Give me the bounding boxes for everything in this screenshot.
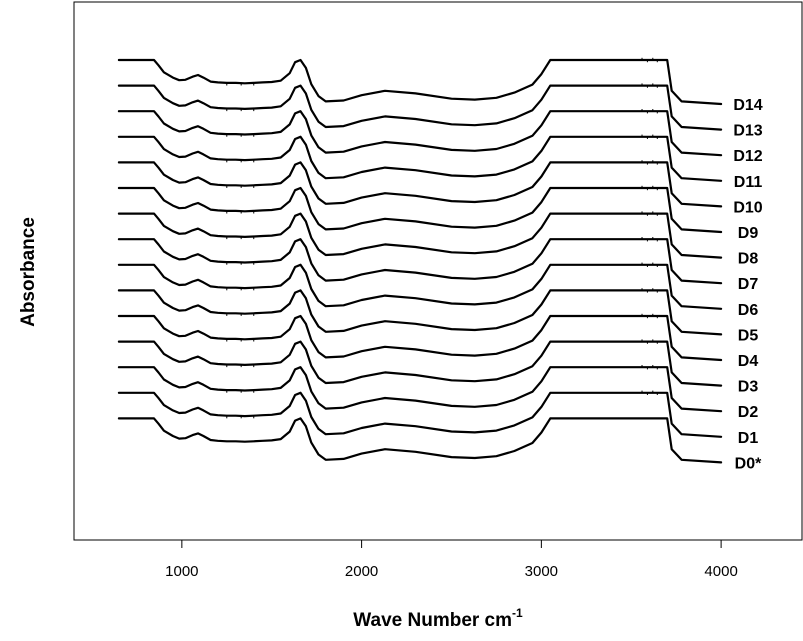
spectrum-line-d10 (117, 161, 723, 208)
spectrum-line-d3 (117, 340, 723, 387)
x-tick-label: 2000 (345, 563, 378, 580)
spectrum-line-d12 (117, 110, 723, 157)
spectrum-line-d1 (117, 391, 723, 438)
spectrum-line-d2 (117, 366, 723, 413)
x-axis-title-superscript: -1 (512, 606, 523, 620)
spectrum-line-d13 (117, 84, 723, 131)
series-label: D12 (733, 148, 762, 165)
spectrum-line-d5 (117, 289, 723, 336)
y-axis-title: Absorbance (18, 217, 39, 327)
series-labels: D14 D13 D12 D11 D10 D9 D8 D7 D6 D5 D4 D3 D2 D1 D0* (733, 97, 762, 472)
spectra-traces (117, 57, 723, 464)
series-label: D6 (738, 302, 759, 319)
spectrum-line-d11 (117, 135, 723, 182)
spectrum-line-d0-star (117, 417, 723, 464)
series-label: D9 (738, 225, 759, 242)
x-axis-title-text: Wave Number cm (353, 610, 512, 631)
series-label: D8 (738, 251, 759, 268)
series-label: D1 (738, 430, 759, 447)
spectrum-line-d6 (117, 263, 723, 310)
spectrum-line-d9 (117, 186, 723, 234)
series-label: D3 (738, 379, 759, 396)
x-tick-label: 1000 (165, 563, 198, 580)
x-axis-title: Wave Number cm-1 (353, 606, 523, 631)
spectrum-line-d14 (117, 58, 723, 106)
series-label: D13 (733, 123, 762, 140)
spectrum-line-d4 (117, 314, 723, 362)
series-label: D10 (733, 199, 762, 216)
series-label: D0* (735, 455, 762, 472)
plot-frame (73, 1, 803, 541)
x-tick-label: 3000 (525, 563, 558, 580)
x-tick-label: 4000 (704, 563, 737, 580)
series-label: D4 (738, 353, 759, 370)
series-label: D2 (738, 404, 759, 421)
series-label: D14 (733, 97, 762, 114)
spectrum-line-d7 (117, 238, 723, 285)
x-axis: 1000 2000 3000 4000 (74, 539, 802, 580)
spectrum-line-d8 (117, 212, 723, 259)
series-label: D11 (734, 174, 763, 191)
series-label: D5 (738, 327, 759, 344)
series-label: D7 (738, 276, 759, 293)
